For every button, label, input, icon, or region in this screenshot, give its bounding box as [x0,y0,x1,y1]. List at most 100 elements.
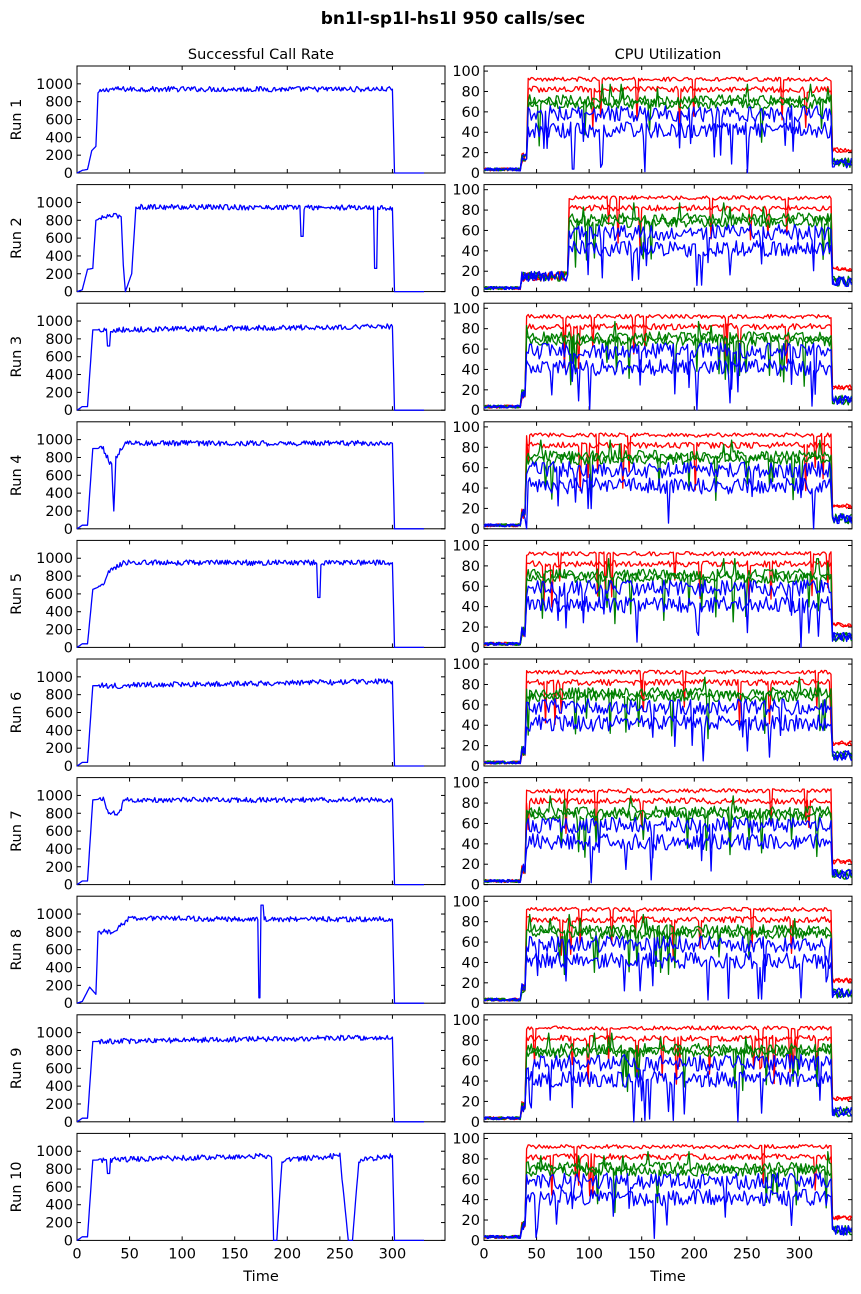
y-tick-label: 60 [462,935,480,951]
x-tick-label: 300 [786,1246,814,1262]
axes-frame [76,539,446,648]
y-tick-label: 60 [462,1172,480,1188]
call-rate-line [76,904,424,1004]
y-tick-label: 40 [462,837,480,853]
y-tick-label: 600 [45,824,73,840]
y-tick-label: 1000 [36,433,73,449]
y-tick-label: 800 [45,213,73,229]
y-tick-label: 20 [462,383,480,399]
y-tick-label: 1000 [36,907,73,923]
cpu-line-red [483,915,853,1002]
y-tick-label: 200 [45,504,73,520]
y-tick-label: 1000 [36,77,73,93]
cpu-line-blue [483,951,853,1002]
y-tick-label: 1000 [36,195,73,211]
y-tick-label: 80 [462,796,480,812]
cpu-line-green [483,558,853,646]
y-tick-label: 800 [45,925,73,941]
y-tick-label: 60 [462,1054,480,1070]
cpu-line-red [483,85,852,172]
y-tick-label: 100 [452,657,480,673]
run-label: Run 4 [9,454,25,496]
y-tick-label: 80 [462,1033,480,1049]
y-tick-label: 800 [45,569,73,585]
y-tick-label: 0 [471,403,480,419]
figure-title: bn1l-sp1l-hs1l 950 calls/sec [321,9,585,29]
cpu-line-green [483,1032,853,1121]
axes-frame [483,184,853,293]
call-rate-line [76,439,424,530]
y-tick-label: 0 [64,522,73,538]
x-tick-label: 150 [628,1246,656,1262]
y-tick-label: 40 [462,481,480,497]
cpu-line-blue [483,105,852,172]
run-label: Run 8 [9,929,25,971]
y-tick-label: 400 [45,961,73,977]
cpu-line-blue [483,342,853,409]
axes-frame [483,777,853,886]
cpu-line-green [483,1036,852,1121]
x-tick-label: 50 [120,1246,138,1262]
axes-frame [483,658,853,767]
y-tick-label: 200 [45,860,73,876]
cpu-line-blue [483,1188,853,1240]
y-tick-label: 800 [45,450,73,466]
y-tick-label: 80 [462,677,480,693]
y-tick-label: 200 [45,148,73,164]
left-column-title: Successful Call Rate [188,47,334,63]
y-tick-label: 80 [462,915,480,931]
cpu-line-blue [483,579,853,646]
y-tick-label: 20 [462,1213,480,1229]
cpu-line-red [484,432,853,528]
axes-frame [76,777,446,886]
y-tick-label: 200 [45,385,73,401]
x-tick-label: 100 [575,1246,603,1262]
y-tick-label: 40 [462,955,480,971]
call-rate-line [76,85,424,174]
cpu-line-red [483,76,852,172]
cpu-line-blue [483,121,853,174]
right-column-title: CPU Utilization [615,47,722,63]
y-tick-label: 80 [462,203,480,219]
cpu-line-red [483,550,852,646]
cpu-line-green [483,324,852,409]
y-tick-label: 0 [64,640,73,656]
axes-frame [483,65,853,174]
y-tick-label: 600 [45,468,73,484]
y-tick-label: 400 [45,130,73,146]
cpu-line-blue [483,358,853,411]
cpu-line-blue [483,1070,853,1123]
call-rate-line [76,323,424,411]
y-tick-label: 0 [471,878,480,894]
x-tick-label: 150 [221,1246,249,1262]
x-tick-label: 50 [527,1246,545,1262]
axes-frame [76,1014,446,1123]
y-tick-label: 200 [45,267,73,283]
axes-frame [76,65,446,174]
run-label: Run 10 [9,1161,25,1212]
y-tick-label: 0 [471,1233,480,1249]
axes-frame [483,1132,853,1241]
cpu-line-blue [483,698,853,765]
y-tick-label: 400 [45,842,73,858]
y-tick-label: 800 [45,95,73,111]
y-tick-label: 400 [45,1079,73,1095]
call-rate-line [76,1152,424,1242]
cpu-line-blue [483,1172,853,1239]
y-tick-label: 20 [462,501,480,517]
y-tick-label: 20 [462,620,480,636]
y-tick-label: 400 [45,368,73,384]
y-tick-label: 1000 [36,670,73,686]
y-tick-label: 1000 [36,314,73,330]
cpu-line-green [483,202,853,291]
y-tick-label: 80 [462,1152,480,1168]
y-tick-label: 600 [45,1180,73,1196]
y-tick-label: 40 [462,600,480,616]
axes-frame [76,184,446,293]
run-label: Run 1 [9,99,25,141]
cpu-line-green [484,680,853,765]
cpu-line-green [483,795,853,884]
y-tick-label: 200 [45,1216,73,1232]
cpu-line-green [483,1155,853,1239]
y-tick-label: 600 [45,231,73,247]
